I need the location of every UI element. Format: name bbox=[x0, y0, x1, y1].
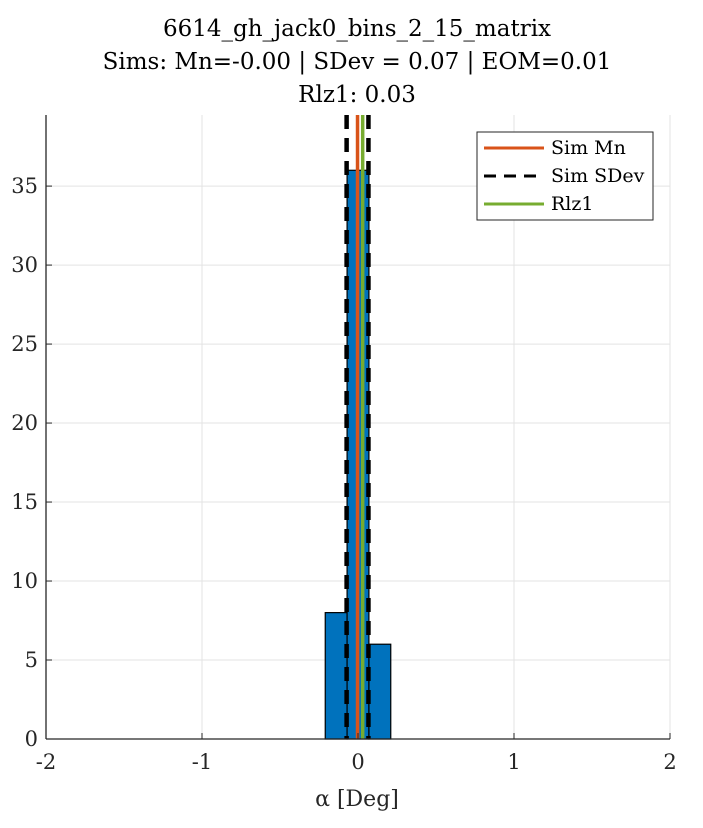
x-tick-label: -1 bbox=[192, 750, 212, 774]
chart-title-line-2: Sims: Mn=-0.00 | SDev = 0.07 | EOM=0.01 bbox=[103, 49, 612, 75]
y-tick-label: 25 bbox=[11, 332, 38, 356]
x-tick-label: 0 bbox=[351, 750, 364, 774]
reference-lines bbox=[344, 115, 371, 739]
y-tick-label: 10 bbox=[11, 569, 38, 593]
chart-title-line-1: 6614_gh_jack0_bins_2_15_matrix bbox=[163, 16, 551, 42]
axes bbox=[45, 115, 671, 740]
y-tick-label: 5 bbox=[25, 648, 38, 672]
x-axis-label: α [Deg] bbox=[315, 787, 399, 812]
x-tick-label: 2 bbox=[663, 750, 676, 774]
x-tick-label: 1 bbox=[507, 750, 520, 774]
y-tick-label: 0 bbox=[25, 727, 38, 751]
y-tick-label: 20 bbox=[11, 411, 38, 435]
legend: Sim Mn Sim SDev Rlz1 bbox=[476, 131, 654, 221]
legend-label: Sim SDev bbox=[551, 165, 645, 187]
y-tick-label: 35 bbox=[11, 174, 38, 198]
chart-title-line-3: Rlz1: 0.03 bbox=[298, 82, 416, 108]
histogram-bar bbox=[368, 643, 392, 740]
histogram-bar bbox=[324, 612, 348, 740]
legend-label: Rlz1 bbox=[551, 193, 593, 215]
y-tick-label: 15 bbox=[11, 490, 38, 514]
y-tick-label: 30 bbox=[11, 253, 38, 277]
x-tick-label: -2 bbox=[36, 750, 56, 774]
legend-label: Sim Mn bbox=[551, 137, 626, 159]
